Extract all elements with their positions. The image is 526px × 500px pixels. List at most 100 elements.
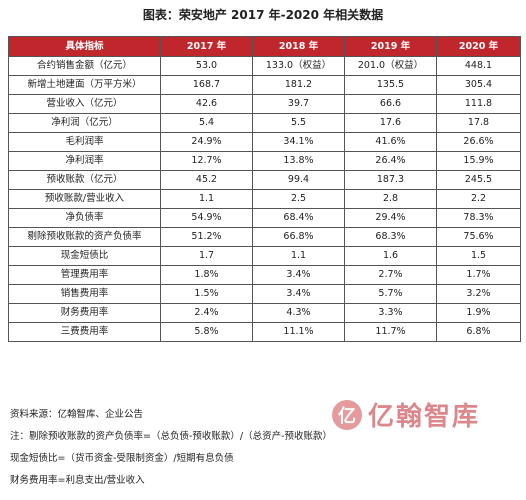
source-note: 资料来源：亿翰智库、企业公告	[10, 409, 144, 420]
cell-value: 5.5	[252, 113, 345, 133]
cell-value: 2.7%	[344, 265, 437, 285]
row-label: 三费费用率	[8, 322, 161, 342]
cell-value: 54.9%	[160, 208, 253, 228]
cell-value: 4.3%	[252, 303, 345, 323]
cell-value: 5.8%	[160, 322, 253, 342]
cell-value: 1.1	[160, 189, 253, 209]
row-label: 净负债率	[8, 208, 161, 228]
table-row: 现金短债比 1.7 1.1 1.6 1.5	[8, 246, 521, 266]
row-label: 预收账款（亿元）	[8, 170, 161, 190]
cell-value: 66.6	[344, 94, 437, 114]
cell-value: 26.6%	[436, 132, 521, 152]
cell-value: 1.6	[344, 246, 437, 266]
cell-value: 135.5	[344, 75, 437, 95]
cell-value: 2.2	[436, 189, 521, 209]
cell-value: 39.7	[252, 94, 345, 114]
row-label: 现金短债比	[8, 246, 161, 266]
cell-value: 111.8	[436, 94, 521, 114]
cell-value: 3.4%	[252, 284, 345, 304]
cell-value: 29.4%	[344, 208, 437, 228]
page-title: 图表：荣安地产 2017 年-2020 年相关数据	[142, 8, 384, 22]
cell-value: 78.3%	[436, 208, 521, 228]
table-row: 预收账款（亿元） 45.2 99.4 187.3 245.5	[8, 170, 521, 190]
table-row: 净负债率 54.9% 68.4% 29.4% 78.3%	[8, 208, 521, 228]
table-row: 新增土地建面（万平方米） 168.7 181.2 135.5 305.4	[8, 75, 521, 95]
cell-value: 12.7%	[160, 151, 253, 171]
cell-value: 2.5	[252, 189, 345, 209]
footnote-cash-ratio: 现金短债比=（货币资金-受限制资金）/短期有息负债	[10, 453, 234, 464]
table-row: 预收账款/营业收入 1.1 2.5 2.8 2.2	[8, 189, 521, 209]
cell-value: 11.1%	[252, 322, 345, 342]
cell-value: 168.7	[160, 75, 253, 95]
cell-value: 2.8	[344, 189, 437, 209]
table-row: 销售费用率 1.5% 3.4% 5.7% 3.2%	[8, 284, 521, 304]
cell-value: 66.8%	[252, 227, 345, 247]
cell-value: 53.0	[160, 56, 253, 76]
cell-value: 3.4%	[252, 265, 345, 285]
cell-value: 1.5	[436, 246, 521, 266]
cell-value: 24.9%	[160, 132, 253, 152]
table-row: 营业收入（亿元） 42.6 39.7 66.6 111.8	[8, 94, 521, 114]
cell-value: 1.9%	[436, 303, 521, 323]
header-2019: 2019 年	[344, 36, 437, 57]
cell-value: 5.7%	[344, 284, 437, 304]
cell-value: 448.1	[436, 56, 521, 76]
cell-value: 6.8%	[436, 322, 521, 342]
watermark-logo-icon: 亿	[332, 399, 362, 430]
row-label: 管理费用率	[8, 265, 161, 285]
table-header-row: 具体指标 2017 年 2018 年 2019 年 2020 年	[8, 36, 521, 57]
table-row: 合约销售金额（亿元） 53.0 133.0（权益） 201.0（权益） 448.1	[8, 56, 521, 76]
cell-value: 68.4%	[252, 208, 345, 228]
header-2020: 2020 年	[436, 36, 521, 57]
cell-value: 5.4	[160, 113, 253, 133]
row-label: 预收账款/营业收入	[8, 189, 161, 209]
cell-value: 51.2%	[160, 227, 253, 247]
cell-value: 3.3%	[344, 303, 437, 323]
cell-value: 68.3%	[344, 227, 437, 247]
data-table: 具体指标 2017 年 2018 年 2019 年 2020 年 合约销售金额（…	[8, 36, 521, 342]
cell-value: 2.4%	[160, 303, 253, 323]
cell-value: 15.9%	[436, 151, 521, 171]
cell-value: 187.3	[344, 170, 437, 190]
row-label: 剔除预收账款的资产负债率	[8, 227, 161, 247]
cell-value: 45.2	[160, 170, 253, 190]
row-label: 新增土地建面（万平方米）	[8, 75, 161, 95]
cell-value: 75.6%	[436, 227, 521, 247]
row-label: 毛利润率	[8, 132, 161, 152]
row-label: 合约销售金额（亿元）	[8, 56, 161, 76]
footnote-debt-ratio: 注：剔除预收账款的资产负债率=（总负债-预收账款）/（总资产-预收账款）	[10, 431, 333, 442]
table-body: 合约销售金额（亿元） 53.0 133.0（权益） 201.0（权益） 448.1 新增土…	[8, 56, 521, 342]
cell-value: 17.8	[436, 113, 521, 133]
cell-value: 11.7%	[344, 322, 437, 342]
row-label: 净利润率	[8, 151, 161, 171]
cell-value: 1.7	[160, 246, 253, 266]
cell-value: 245.5	[436, 170, 521, 190]
row-label: 销售费用率	[8, 284, 161, 304]
cell-value: 201.0（权益）	[344, 56, 437, 76]
cell-value: 42.6	[160, 94, 253, 114]
table-row: 财务费用率 2.4% 4.3% 3.3% 1.9%	[8, 303, 521, 323]
cell-value: 34.1%	[252, 132, 345, 152]
table-row: 管理费用率 1.8% 3.4% 2.7% 1.7%	[8, 265, 521, 285]
cell-value: 133.0（权益）	[252, 56, 345, 76]
table-row: 净利润（亿元） 5.4 5.5 17.6 17.8	[8, 113, 521, 133]
cell-value: 17.6	[344, 113, 437, 133]
cell-value: 1.1	[252, 246, 345, 266]
header-indicator: 具体指标	[8, 36, 161, 57]
row-label: 财务费用率	[8, 303, 161, 323]
cell-value: 1.5%	[160, 284, 253, 304]
notes: 资料来源：亿翰智库、企业公告 注：剔除预收账款的资产负债率=（总负债-预收账款）…	[10, 404, 510, 492]
cell-value: 41.6%	[344, 132, 437, 152]
table-row: 三费费用率 5.8% 11.1% 11.7% 6.8%	[8, 322, 521, 342]
table-row: 毛利润率 24.9% 34.1% 41.6% 26.6%	[8, 132, 521, 152]
footnote-finance-ratio: 财务费用率=利息支出/营业收入	[10, 475, 145, 486]
cell-value: 1.7%	[436, 265, 521, 285]
row-label: 营业收入（亿元）	[8, 94, 161, 114]
table-row: 剔除预收账款的资产负债率 51.2% 66.8% 68.3% 75.6%	[8, 227, 521, 247]
cell-value: 26.4%	[344, 151, 437, 171]
watermark-text: 亿翰智库	[368, 402, 481, 432]
header-2018: 2018 年	[252, 36, 345, 57]
cell-value: 305.4	[436, 75, 521, 95]
cell-value: 181.2	[252, 75, 345, 95]
cell-value: 99.4	[252, 170, 345, 190]
